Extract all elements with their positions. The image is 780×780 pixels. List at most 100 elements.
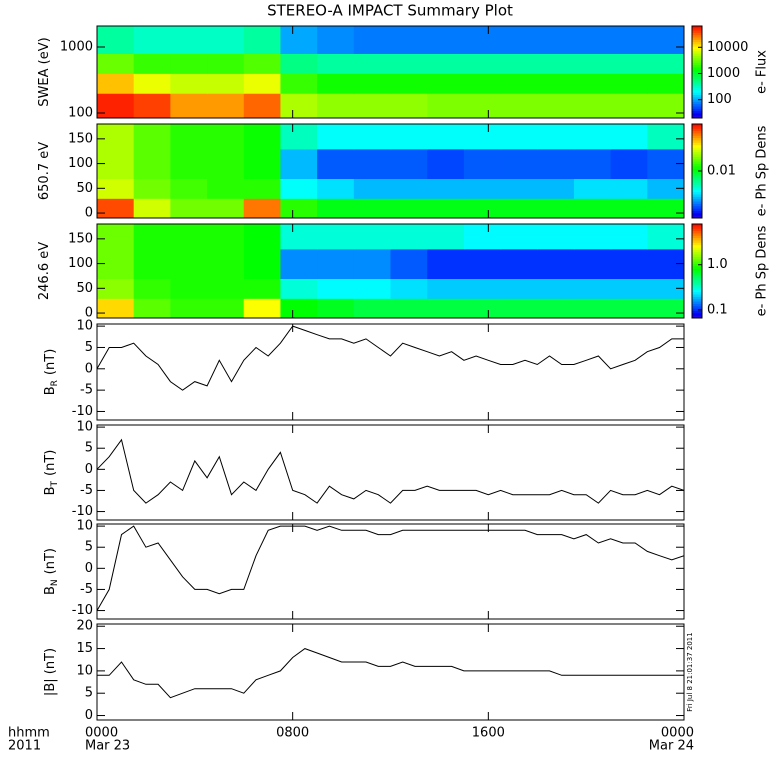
colorbar-swatch: [692, 275, 702, 279]
y-tick-label: 5: [85, 686, 93, 701]
heat-cell: [647, 298, 684, 318]
panel-frame: [96, 323, 685, 421]
colorbar-swatch: [692, 315, 702, 319]
heat-cell: [427, 198, 465, 218]
colorbar-swatch: [692, 303, 702, 307]
heat-cell: [390, 248, 428, 280]
heat-cell: [280, 53, 318, 74]
colorbar-tick-label: 10000: [707, 40, 748, 55]
heat-cell: [463, 224, 502, 250]
y-tick-label: 0: [85, 462, 93, 477]
heat-cell: [500, 53, 538, 74]
colorbar-swatch: [692, 67, 702, 71]
y-tick-label: 5: [85, 441, 93, 456]
heat-cell: [317, 93, 355, 118]
heat-cell: [97, 198, 135, 218]
heat-cell: [207, 248, 245, 280]
heat-cell: [317, 224, 355, 250]
y-tick-label: 0: [85, 206, 93, 221]
heat-cell: [133, 53, 171, 74]
colorbar-swatch: [692, 161, 702, 165]
heat-cell: [97, 278, 135, 299]
heat-cell: [647, 26, 684, 54]
heat-cell: [353, 298, 392, 318]
colorbar-swatch: [692, 26, 702, 29]
colorbar-swatch: [692, 95, 702, 98]
y-label-main: SWEA (eV): [37, 37, 52, 106]
heat-cell: [390, 198, 428, 218]
heat-cell: [463, 278, 502, 299]
heat-cell: [243, 53, 282, 74]
colorbar-swatch: [692, 131, 702, 134]
heat-cell: [610, 298, 648, 318]
y-label-main: B: [43, 486, 58, 495]
heat-cell: [427, 93, 465, 118]
colorbar-swatch: [692, 35, 702, 38]
colorbar-swatch: [692, 65, 702, 68]
heat-cell: [500, 248, 538, 280]
colorbar-swatch: [692, 254, 702, 258]
heat-cell: [647, 124, 684, 150]
colorbar-swatch: [692, 273, 702, 277]
heat-cell: [280, 26, 318, 54]
colorbar-swatch: [692, 271, 702, 274]
colorbar-swatch: [692, 69, 702, 73]
heat-cell: [243, 148, 282, 180]
heat-cell: [243, 124, 282, 150]
heat-cell: [97, 73, 135, 94]
heat-cell: [207, 148, 245, 180]
heat-cell: [353, 124, 392, 150]
heat-cell: [537, 198, 575, 218]
y-tick-label: 0: [85, 708, 93, 723]
data-line: [97, 648, 684, 699]
heat-cell: [390, 124, 428, 150]
colorbar-swatch: [692, 308, 702, 312]
heat-cell: [353, 26, 392, 54]
heat-cell: [463, 178, 502, 199]
heat-cell: [317, 278, 355, 299]
heat-cell: [647, 53, 684, 74]
heat-cell: [97, 298, 135, 318]
data-line: [97, 438, 684, 504]
heat-cell: [427, 53, 465, 74]
heat-cell: [133, 73, 171, 94]
heat-cell: [353, 53, 392, 74]
colorbar-swatch: [692, 313, 702, 317]
heat-cell: [610, 73, 648, 94]
colorbar-swatch: [692, 156, 702, 160]
heat-cell: [170, 298, 208, 318]
heat-cell: [463, 73, 502, 94]
heat-cell: [390, 26, 428, 54]
heat-cell: [133, 298, 171, 318]
colorbar-swatch: [692, 83, 702, 87]
heat-cell: [500, 148, 538, 180]
panel: [97, 124, 684, 218]
heat-cell: [500, 124, 538, 150]
heat-cell: [97, 93, 135, 118]
heat-cell: [390, 278, 428, 299]
heat-cell: [170, 73, 208, 94]
heat-cell: [537, 148, 575, 180]
colorbar-swatch: [692, 306, 702, 310]
heat-cell: [170, 224, 208, 250]
colorbar-swatch: [692, 138, 702, 141]
colorbar-swatch: [692, 135, 702, 139]
heat-cell: [353, 148, 392, 180]
colorbar-swatch: [692, 189, 702, 193]
heat-cell: [427, 224, 465, 250]
y-label-sub: R: [50, 380, 60, 386]
heat-cell: [610, 124, 648, 150]
heat-cell: [170, 148, 208, 180]
heat-cell: [463, 198, 502, 218]
colorbar-swatch: [692, 282, 702, 286]
y-tick-label: 0: [85, 306, 93, 321]
data-line: [97, 525, 684, 611]
heat-cell: [537, 278, 575, 299]
panel-frame: [96, 623, 685, 721]
colorbar-swatch: [692, 85, 702, 89]
x-date-label: Mar 24: [649, 739, 694, 754]
colorbar-swatch: [692, 88, 702, 91]
y-tick-label: 100: [68, 156, 93, 171]
heat-cell: [280, 198, 318, 218]
